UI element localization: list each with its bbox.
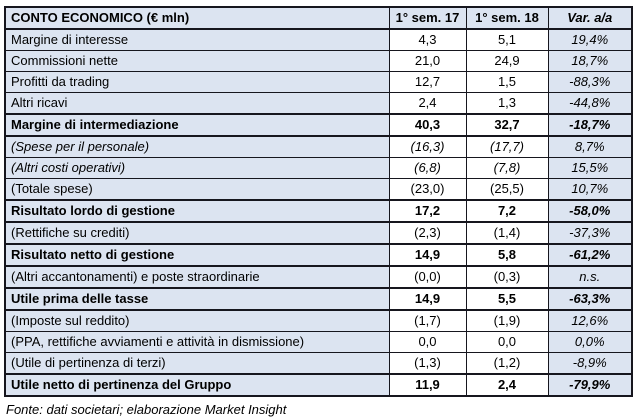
- cell-var: -18,7%: [547, 113, 633, 137]
- cell-var: 10,7%: [547, 178, 633, 201]
- cell-sem18: (1,2): [465, 352, 549, 375]
- cell-sem18: 5,8: [465, 243, 549, 267]
- row-label: Commissioni nette: [4, 50, 390, 72]
- cell-var: -8,9%: [547, 352, 633, 375]
- cell-var: -63,3%: [547, 287, 633, 311]
- row-label: (Spese per il personale): [4, 135, 390, 158]
- cell-sem17: 40,3: [388, 113, 467, 137]
- cell-sem17: (1,7): [388, 309, 467, 332]
- income-statement-table: CONTO ECONOMICO (€ mln) 1° sem. 17 1° se…: [4, 6, 633, 397]
- cell-sem18: (17,7): [465, 135, 549, 158]
- table-row: Risultato netto di gestione 14,9 5,8 -61…: [4, 243, 633, 267]
- table-row: Utile netto di pertinenza del Gruppo 11,…: [4, 373, 633, 397]
- cell-sem17: (23,0): [388, 178, 467, 201]
- cell-var: 15,5%: [547, 157, 633, 179]
- cell-sem17: 12,7: [388, 71, 467, 93]
- cell-var: n.s.: [547, 265, 633, 289]
- table-row: Utile prima delle tasse 14,9 5,5 -63,3%: [4, 287, 633, 311]
- cell-var: -79,9%: [547, 373, 633, 397]
- cell-sem17: (1,3): [388, 352, 467, 375]
- cell-sem17: (0,0): [388, 265, 467, 289]
- table-row: Margine di interesse 4,3 5,1 19,4%: [4, 28, 633, 51]
- cell-var: 19,4%: [547, 28, 633, 51]
- cell-sem17: 21,0: [388, 50, 467, 72]
- cell-sem18: (0,3): [465, 265, 549, 289]
- cell-sem17: 14,9: [388, 243, 467, 267]
- cell-sem18: (1,4): [465, 221, 549, 245]
- row-label: (Altri costi operativi): [4, 157, 390, 179]
- cell-sem18: 7,2: [465, 199, 549, 223]
- table-row: (PPA, rettifiche avviamenti e attività i…: [4, 331, 633, 353]
- row-label: (Utile di pertinenza di terzi): [4, 352, 390, 375]
- cell-sem17: 11,9: [388, 373, 467, 397]
- cell-sem18: (1,9): [465, 309, 549, 332]
- cell-sem18: (7,8): [465, 157, 549, 179]
- cell-sem18: 5,1: [465, 28, 549, 51]
- cell-var: -61,2%: [547, 243, 633, 267]
- table-row: Commissioni nette 21,0 24,9 18,7%: [4, 50, 633, 72]
- cell-var: -44,8%: [547, 92, 633, 115]
- table-header: CONTO ECONOMICO (€ mln) 1° sem. 17 1° se…: [4, 6, 633, 30]
- cell-sem17: (2,3): [388, 221, 467, 245]
- row-label: (Altri accantonamenti) e poste straordin…: [4, 265, 390, 289]
- table-row: (Spese per il personale) (16,3) (17,7) 8…: [4, 135, 633, 158]
- cell-sem17: (16,3): [388, 135, 467, 158]
- cell-var: 0,0%: [547, 331, 633, 353]
- cell-sem18: 1,3: [465, 92, 549, 115]
- row-label: Risultato lordo di gestione: [4, 199, 390, 223]
- cell-sem18: 1,5: [465, 71, 549, 93]
- cell-var: 8,7%: [547, 135, 633, 158]
- row-label: Utile netto di pertinenza del Gruppo: [4, 373, 390, 397]
- cell-sem18: 32,7: [465, 113, 549, 137]
- row-label: (PPA, rettifiche avviamenti e attività i…: [4, 331, 390, 353]
- row-label: Risultato netto di gestione: [4, 243, 390, 267]
- cell-sem18: (25,5): [465, 178, 549, 201]
- table-row: Risultato lordo di gestione 17,2 7,2 -58…: [4, 199, 633, 223]
- table-title: CONTO ECONOMICO (€ mln): [4, 6, 390, 30]
- cell-var: -88,3%: [547, 71, 633, 93]
- table-row: Altri ricavi 2,4 1,3 -44,8%: [4, 92, 633, 115]
- cell-var: -37,3%: [547, 221, 633, 245]
- row-label: Altri ricavi: [4, 92, 390, 115]
- cell-var: -58,0%: [547, 199, 633, 223]
- column-header-var: Var. a/a: [547, 6, 633, 30]
- table-row: Profitti da trading 12,7 1,5 -88,3%: [4, 71, 633, 93]
- table-row: (Altri accantonamenti) e poste straordin…: [4, 265, 633, 289]
- row-label: Profitti da trading: [4, 71, 390, 93]
- cell-sem17: (6,8): [388, 157, 467, 179]
- cell-sem17: 14,9: [388, 287, 467, 311]
- row-label: (Rettifiche su crediti): [4, 221, 390, 245]
- cell-sem17: 4,3: [388, 28, 467, 51]
- income-table-body: Margine di interesse 4,3 5,1 19,4% Commi…: [4, 28, 633, 397]
- cell-sem17: 17,2: [388, 199, 467, 223]
- column-header-sem18: 1° sem. 18: [465, 6, 549, 30]
- row-label: (Imposte sul reddito): [4, 309, 390, 332]
- row-label: (Totale spese): [4, 178, 390, 201]
- cell-sem18: 0,0: [465, 331, 549, 353]
- table-row: (Altri costi operativi) (6,8) (7,8) 15,5…: [4, 157, 633, 179]
- table-row: Margine di intermediazione 40,3 32,7 -18…: [4, 113, 633, 137]
- table-row: (Imposte sul reddito) (1,7) (1,9) 12,6%: [4, 309, 633, 332]
- header-row: CONTO ECONOMICO (€ mln) 1° sem. 17 1° se…: [4, 6, 633, 30]
- column-header-sem17: 1° sem. 17: [388, 6, 467, 30]
- table-row: (Totale spese) (23,0) (25,5) 10,7%: [4, 178, 633, 201]
- source-note: Fonte: dati societari; elaborazione Mark…: [6, 402, 287, 417]
- cell-sem17: 0,0: [388, 331, 467, 353]
- table-row: (Rettifiche su crediti) (2,3) (1,4) -37,…: [4, 221, 633, 245]
- cell-sem18: 24,9: [465, 50, 549, 72]
- cell-var: 18,7%: [547, 50, 633, 72]
- table-row: (Utile di pertinenza di terzi) (1,3) (1,…: [4, 352, 633, 375]
- row-label: Utile prima delle tasse: [4, 287, 390, 311]
- cell-var: 12,6%: [547, 309, 633, 332]
- cell-sem17: 2,4: [388, 92, 467, 115]
- cell-sem18: 5,5: [465, 287, 549, 311]
- cell-sem18: 2,4: [465, 373, 549, 397]
- row-label: Margine di intermediazione: [4, 113, 390, 137]
- row-label: Margine di interesse: [4, 28, 390, 51]
